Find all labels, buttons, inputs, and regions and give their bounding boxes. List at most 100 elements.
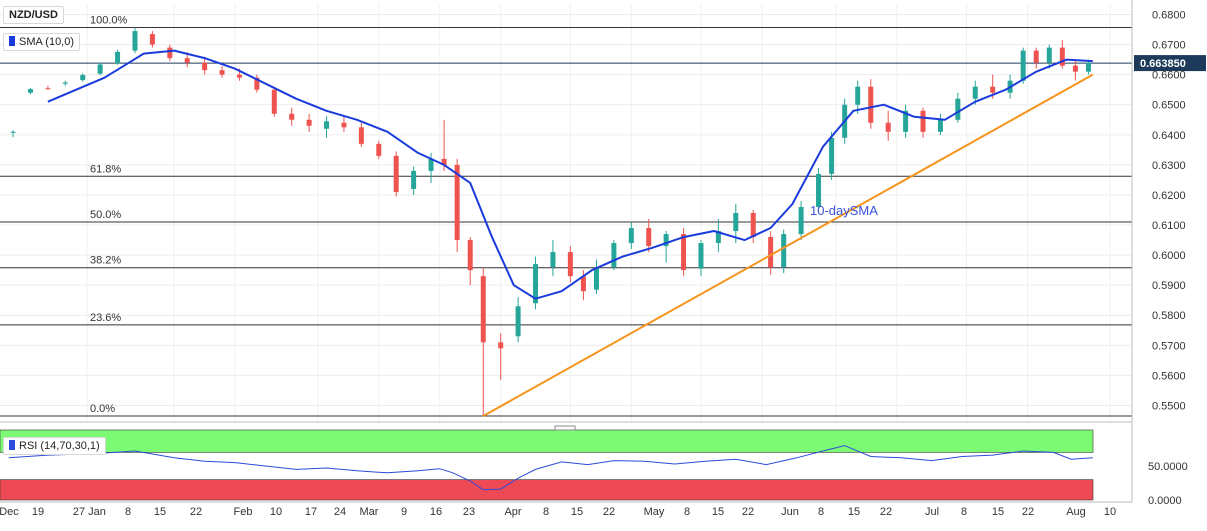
candle-body [97,64,103,74]
price-tick-label: 0.6600 [1152,70,1186,82]
x-tick-label: 16 [430,506,442,518]
support-trendline [482,73,1094,417]
x-tick-label: Apr [504,506,521,518]
x-tick-label: 22 [742,506,754,518]
x-tick-label: 15 [154,506,166,518]
candle-body [1072,65,1078,72]
candle-body [358,127,364,144]
rsi-legend: RSI (14,70,30,1) [3,437,106,455]
candle-body [903,110,909,132]
candle-body [937,119,943,132]
x-tick-label: 8 [684,506,690,518]
candle-body [593,267,599,290]
candle-body [1033,50,1039,63]
panel-resize-handle [554,425,576,431]
candle-body [663,234,669,247]
x-tick-label: 22 [880,506,892,518]
x-tick-label: 8 [543,506,549,518]
candle-body [628,228,634,244]
price-tick-label: 0.6300 [1152,160,1186,172]
x-tick-label: 24 [334,506,346,518]
rsi-oversold-band [0,479,1094,501]
x-tick-label: 15 [848,506,860,518]
x-tick-label: Feb [234,506,253,518]
candle-body [768,237,774,268]
x-tick-label: 8 [961,506,967,518]
x-tick-label: 8 [818,506,824,518]
candle-body [1059,47,1065,66]
x-tick-label: 22 [603,506,615,518]
candle-body [80,74,86,81]
candle-body [533,264,539,304]
rsi-tick-label: 0.0000 [1148,495,1182,507]
x-tick-label: 23 [463,506,475,518]
pair-title: NZD/USD [3,6,64,24]
candle-body [411,170,417,189]
x-tick-label: 15 [571,506,583,518]
x-tick-label: 8 [125,506,131,518]
rsi-tick-label: 50.0000 [1148,461,1188,473]
candle-body [798,206,804,235]
sma-annotation: 10-daySMA [810,203,878,218]
candle-body [1085,62,1091,72]
candle-body [254,77,260,90]
fib-level-label: 50.0% [90,209,121,221]
rsi-line-group [8,445,1093,491]
candle-body [149,34,155,45]
fib-level-label: 0.0% [90,403,115,415]
x-tick-label: 22 [1022,506,1034,518]
sma-legend-label: SMA (10,0) [19,36,75,48]
candle-body [324,121,330,129]
rsi-overbought-band [0,429,1094,453]
price-axis-ticks: 0.6800 0.6700 0.6600 0.6500 0.6400 0.6300 0.62… [1152,10,1186,413]
candle-body [376,143,382,156]
candle-body [467,240,473,271]
x-tick-label: Jan [88,506,106,518]
price-tick-label: 0.6100 [1152,220,1186,232]
candle-body [972,86,978,99]
x-tick-label: 10 [270,506,282,518]
candle-body [454,164,460,241]
sma-line-group [47,49,1093,300]
price-tick-label: 0.6800 [1152,10,1186,22]
price-tick-label: 0.5500 [1152,400,1186,412]
trendline-group [482,73,1094,417]
candle-body [1046,47,1052,63]
x-tick-label: 27 [73,506,85,518]
sma-legend: SMA (10,0) [3,33,81,51]
candle-body [202,62,208,71]
x-tick-label: Mar [360,506,379,518]
candle-body [990,86,996,93]
x-tick-label: Dec [0,506,19,518]
rsi-bands [0,429,1094,501]
x-tick-label: 9 [401,506,407,518]
candle-body [855,86,861,105]
fib-level-label: 100.0% [90,14,128,26]
sma-line [47,49,1093,300]
price-grid [0,4,1132,422]
price-tick-label: 0.6700 [1152,40,1186,52]
x-tick-label: 17 [305,506,317,518]
current-price-label: 0.663850 [1140,58,1186,70]
x-axis-ticks: Dec 19 27 Jan 8 15 22 Feb 10 17 24 Mar 9 16 23 Apr 8 15 22… [0,506,1116,518]
candle-body [45,88,51,90]
candle-body [829,137,835,174]
candle-body [715,231,721,244]
candle-body [62,82,68,84]
sma-legend-swatch [9,36,15,46]
fib-level-label: 38.2% [90,255,121,267]
price-tick-label: 0.5900 [1152,280,1186,292]
candle-body [611,243,617,268]
candle-body [955,98,961,120]
x-tick-label: 22 [190,506,202,518]
rsi-axis-ticks: 50.0000 0.0000 [1148,461,1188,507]
price-tick-label: 0.5600 [1152,370,1186,382]
candle-body [580,276,586,292]
x-tick-label: Aug [1066,506,1086,518]
candle-body [567,252,573,277]
price-tick-label: 0.6500 [1152,100,1186,112]
candle-body [480,276,486,343]
price-tick-label: 0.6400 [1152,130,1186,142]
